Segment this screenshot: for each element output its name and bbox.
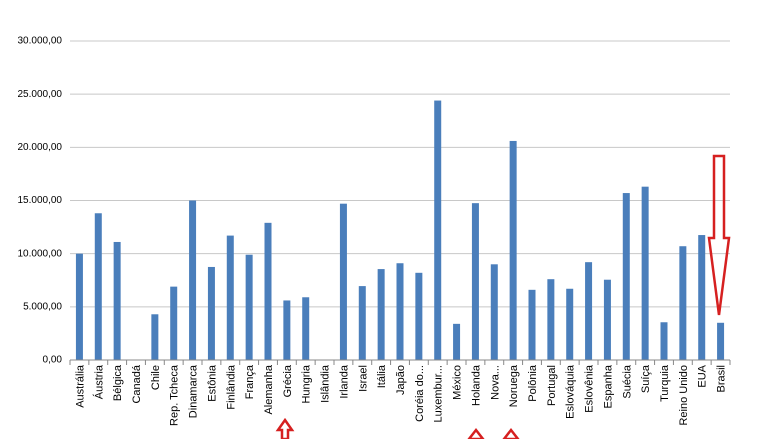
bar [566, 288, 574, 360]
x-tick-label: Turquia [659, 364, 671, 402]
x-tick-label: França [244, 364, 256, 399]
bar [226, 235, 234, 360]
x-tick-label: Finlândia [225, 364, 237, 410]
x-tick-label: Chile [150, 365, 162, 390]
bar [679, 246, 687, 360]
bar [622, 193, 630, 360]
x-tick-label: Irlanda [338, 364, 350, 399]
y-tick-label: 5.000,00 [23, 301, 62, 312]
bar [377, 269, 385, 360]
bar [94, 213, 102, 360]
x-tick-label: Austrália [74, 364, 86, 408]
plot: 0,00 5.000,00 10.000,00 15.000,00 20.000,00 2… [18, 36, 731, 426]
bar [189, 200, 197, 360]
x-tick-label: Polônia [527, 364, 539, 402]
bar [75, 253, 83, 360]
y-tick-label: 20.000,00 [18, 142, 63, 153]
x-tick-label: Brasil [716, 365, 728, 393]
bar [698, 235, 706, 360]
x-tick-label: Grécia [282, 364, 294, 397]
x-tick-label: Hungria [301, 364, 313, 403]
bar [339, 203, 347, 360]
x-tick-label: Estônia [206, 364, 218, 402]
bar [509, 140, 517, 360]
x-tick-label: Japão [395, 365, 407, 395]
bar [585, 262, 593, 360]
bar [245, 254, 253, 360]
bar [207, 266, 215, 360]
y-tick-label: 0,00 [43, 355, 63, 366]
x-tick-label: Alemanha [263, 364, 275, 414]
bar [453, 323, 461, 360]
arrow-up [502, 427, 520, 439]
arrow-down [707, 154, 731, 316]
x-tick-label: Israel [357, 365, 369, 392]
bar [490, 264, 498, 360]
bar [151, 314, 159, 360]
x-tick-label: Áustria [92, 364, 105, 399]
bar [660, 322, 668, 360]
y-tick-label: 30.000,00 [18, 36, 63, 47]
x-tick-label: Islândia [320, 364, 332, 403]
bar [471, 203, 479, 360]
x-tick-label: Eslováquia [565, 364, 577, 419]
x-tick-label: Suíça [640, 364, 652, 393]
bar [434, 100, 442, 361]
x-tick-label: Espanha [602, 364, 614, 408]
x-tick-label: Eslovênia [584, 364, 596, 413]
x-tick-label: Portugal [546, 365, 558, 406]
x-tick-label: Dinamarca [188, 364, 200, 418]
x-tick-label: EUA [697, 364, 709, 387]
bar [547, 279, 555, 360]
x-tick-label: Holanda [470, 364, 482, 406]
x-tick-label: Canadá [131, 364, 143, 403]
x-tick-label: México [452, 365, 464, 400]
x-tick-label: Suécia [621, 364, 633, 399]
bar [264, 222, 272, 360]
x-tick-label: Rep. Tcheca [169, 364, 181, 426]
x-tick-label: Reino Unido [678, 365, 690, 426]
bar [283, 300, 291, 360]
bar [302, 297, 310, 360]
arrow-up [467, 427, 485, 439]
y-tick-label: 25.000,00 [18, 89, 63, 100]
y-tick-label: 15.000,00 [18, 195, 63, 206]
x-tick-label: Nova... [489, 365, 501, 400]
x-tick-label: Luxembur... [433, 365, 445, 422]
bar [113, 241, 121, 360]
bar [641, 186, 649, 360]
bar [717, 322, 725, 360]
y-tick-label: 10.000,00 [18, 248, 63, 259]
annotations [275, 154, 731, 439]
bar [396, 263, 404, 360]
bar [170, 286, 178, 360]
bar [528, 289, 536, 360]
arrow-up [275, 417, 295, 439]
x-tick-label: Itália [376, 364, 388, 388]
bar [415, 272, 423, 360]
x-tick-label: Bélgica [112, 364, 124, 401]
x-tick-label: Coréia do... [414, 365, 426, 422]
bar [603, 279, 611, 360]
x-tick-label: Noruega [508, 364, 520, 407]
bar [358, 286, 366, 360]
